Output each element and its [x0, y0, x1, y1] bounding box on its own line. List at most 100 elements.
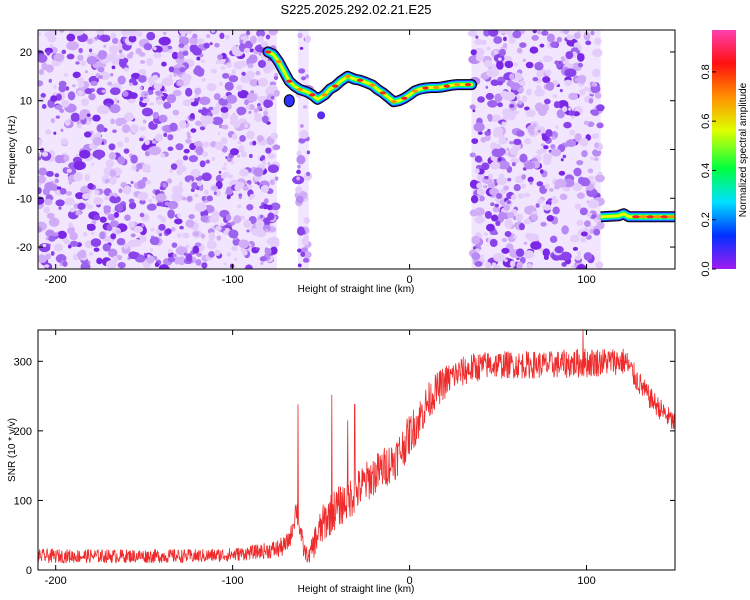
noise-blob: [568, 107, 572, 111]
ridge-blob: [317, 111, 326, 120]
noise-blob: [128, 221, 135, 228]
noise-blob: [496, 80, 504, 86]
noise-blob: [160, 153, 166, 159]
noise-blob: [510, 82, 521, 91]
noise-blob: [565, 51, 574, 60]
noise-blob: [208, 238, 213, 244]
noise-blob: [246, 130, 255, 140]
noise-blob: [70, 112, 80, 123]
noise-blob: [128, 251, 139, 260]
noise-blob: [270, 95, 275, 100]
noise-blob: [182, 155, 189, 161]
noise-blob: [274, 72, 279, 77]
noise-blob: [476, 188, 485, 196]
noise-blob: [53, 53, 65, 62]
noise-blob: [48, 217, 60, 227]
noise-blob: [75, 210, 81, 216]
noise-blob: [302, 251, 312, 259]
noise-blob: [182, 99, 192, 107]
snr-series-line: [38, 330, 675, 565]
noise-blob: [97, 50, 108, 60]
noise-blob: [84, 202, 89, 206]
snr-x-ticks: -200 -100 0 100: [45, 330, 596, 587]
noise-blob: [165, 153, 169, 157]
noise-blob: [131, 72, 141, 80]
noise-blob: [223, 262, 227, 266]
noise-blob: [549, 187, 554, 192]
noise-blob: [562, 30, 570, 35]
noise-blob: [534, 102, 544, 112]
noise-blob: [570, 234, 580, 243]
noise-blob: [532, 76, 539, 82]
noise-blob: [257, 35, 264, 43]
noise-blob: [222, 166, 227, 171]
noise-blob: [220, 106, 229, 113]
noise-blob: [508, 37, 516, 44]
noise-blob: [139, 60, 146, 64]
noise-blob: [552, 206, 560, 215]
noise-blob: [565, 139, 577, 148]
noise-blob: [193, 141, 199, 146]
noise-blob: [76, 250, 87, 259]
noise-blob: [98, 75, 103, 79]
noise-blob: [253, 108, 259, 113]
noise-blob: [189, 113, 195, 119]
noise-blob: [48, 235, 56, 242]
noise-blob: [526, 263, 533, 269]
noise-blob: [192, 231, 200, 237]
noise-blob: [102, 243, 111, 252]
noise-blob: [503, 36, 507, 42]
noise-blob: [497, 102, 503, 108]
noise-blob: [195, 65, 202, 71]
noise-blob: [60, 128, 64, 132]
noise-blob: [110, 32, 117, 39]
noise-blob: [122, 91, 129, 97]
noise-blob: [540, 221, 547, 227]
noise-blob: [196, 56, 201, 61]
noise-blob: [592, 68, 601, 78]
noise-blob: [576, 192, 585, 199]
noise-blob: [471, 235, 481, 245]
noise-blob: [556, 36, 562, 43]
noise-blob: [260, 155, 266, 161]
noise-blob: [583, 86, 589, 92]
noise-blob: [546, 33, 555, 43]
noise-blob: [507, 212, 515, 219]
noise-blob: [226, 103, 232, 110]
noise-blob: [564, 68, 577, 78]
noise-blob: [163, 101, 171, 109]
noise-blob: [534, 61, 544, 71]
noise-blob: [551, 136, 556, 140]
noise-blob: [469, 209, 479, 217]
noise-blob: [532, 30, 537, 34]
noise-blob: [564, 79, 573, 87]
noise-blob: [504, 152, 509, 156]
noise-blob: [114, 194, 118, 198]
noise-blob: [67, 91, 76, 101]
noise-blob: [480, 254, 484, 258]
noise-blob: [211, 185, 219, 191]
noise-blob: [577, 62, 584, 68]
noise-blob: [573, 42, 581, 48]
noise-blob: [241, 71, 246, 76]
noise-blob: [518, 223, 525, 231]
noise-blob: [138, 52, 146, 57]
noise-blob: [234, 257, 238, 261]
noise-blob: [38, 68, 45, 75]
y-tick-label: 100: [14, 495, 32, 507]
noise-blob: [112, 255, 118, 263]
noise-blob: [56, 186, 62, 190]
noise-blob: [110, 118, 116, 125]
noise-blob: [221, 124, 229, 130]
noise-blob: [300, 124, 304, 128]
noise-blob: [561, 262, 567, 267]
noise-blob: [542, 153, 553, 161]
noise-blob: [513, 183, 521, 192]
noise-blob: [265, 147, 272, 154]
noise-blob: [474, 215, 485, 224]
noise-blob: [504, 259, 508, 263]
noise-blob: [136, 163, 143, 170]
noise-blob: [270, 132, 279, 140]
noise-blob: [568, 110, 575, 116]
noise-blob: [69, 240, 79, 247]
